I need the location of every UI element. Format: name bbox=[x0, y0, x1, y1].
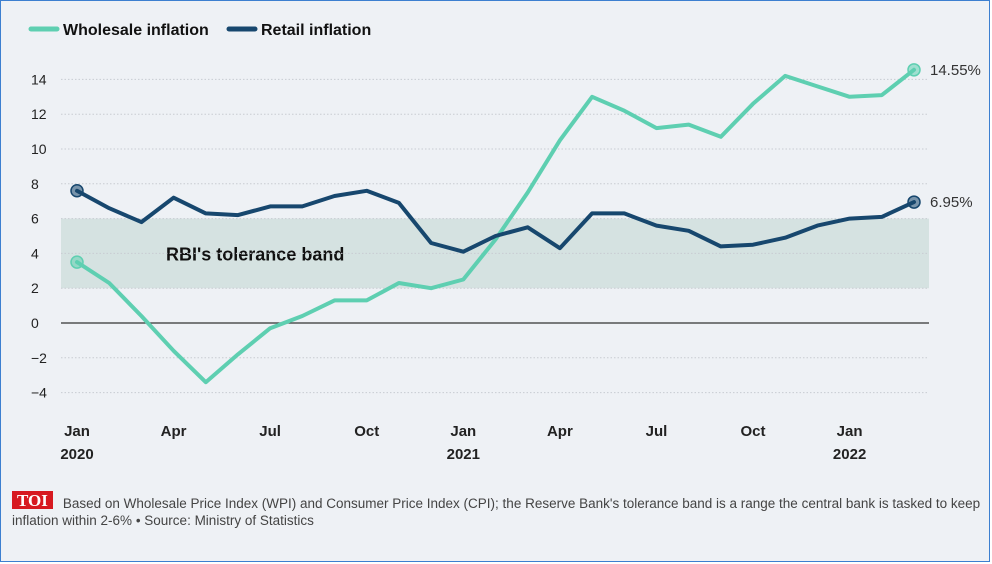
x-tick-label: Jan bbox=[837, 423, 863, 440]
grid-layer bbox=[61, 78, 929, 394]
x-tick-label: Oct bbox=[741, 423, 766, 440]
x-tick-label: Jul bbox=[646, 423, 668, 440]
toi-logo: TOI bbox=[12, 491, 53, 509]
retail-inflation-end-point bbox=[907, 195, 921, 209]
x-tick-year-label: 2021 bbox=[447, 446, 480, 463]
x-axis: Jan 2020 Apr Jul Oct Jan 2021 Apr Jul Oct Jan 2022 bbox=[60, 423, 866, 463]
x-tick-label: Jan bbox=[450, 423, 476, 440]
x-tick-year-label: 2020 bbox=[60, 446, 93, 463]
wholesale-inflation-start-point bbox=[70, 255, 84, 269]
y-tick-label: 0 bbox=[31, 315, 39, 331]
x-tick-label: Jul bbox=[259, 423, 281, 440]
y-axis: 14 12 10 8 6 4 2 0 −2 −4 bbox=[31, 71, 47, 400]
source-note: Based on Wholesale Price Index (WPI) and… bbox=[12, 496, 981, 528]
x-tick-label: Apr bbox=[547, 423, 573, 440]
wholesale-inflation-line bbox=[75, 67, 916, 385]
wholesale-inflation-end-point bbox=[907, 63, 921, 77]
y-tick-label: 8 bbox=[31, 176, 39, 192]
series-layer: 14.55% 6.95% bbox=[70, 62, 981, 385]
inflation-line-chart: Wholesale inflation Retail inflation RBI'… bbox=[28, 22, 981, 463]
wholesale-inflation-legend-label: Wholesale inflation bbox=[63, 22, 209, 39]
y-tick-label: 14 bbox=[31, 71, 47, 87]
x-tick-label: Apr bbox=[161, 423, 187, 440]
tolerance-band-label: RBI's tolerance band bbox=[166, 244, 344, 264]
y-tick-label: 6 bbox=[31, 211, 39, 227]
y-tick-label: 10 bbox=[31, 141, 47, 157]
x-tick-label: Oct bbox=[354, 423, 379, 440]
retail-inflation-legend-label: Retail inflation bbox=[261, 22, 371, 39]
y-tick-label: 12 bbox=[31, 106, 47, 122]
y-tick-label: 2 bbox=[31, 280, 39, 296]
retail-inflation-start-point bbox=[70, 184, 84, 198]
x-tick-label: Jan bbox=[64, 423, 90, 440]
y-tick-label: −4 bbox=[31, 385, 47, 401]
x-tick-year-label: 2022 bbox=[833, 446, 866, 463]
legend: Wholesale inflation Retail inflation bbox=[28, 22, 371, 39]
y-tick-label: 4 bbox=[31, 245, 39, 261]
y-tick-label: −2 bbox=[31, 350, 47, 366]
footer-note: TOI Based on Wholesale Price Index (WPI) … bbox=[12, 491, 987, 529]
wholesale-inflation-end-label: 14.55% bbox=[930, 62, 981, 79]
retail-inflation-end-label: 6.95% bbox=[930, 194, 973, 211]
retail-inflation-line bbox=[75, 188, 916, 254]
